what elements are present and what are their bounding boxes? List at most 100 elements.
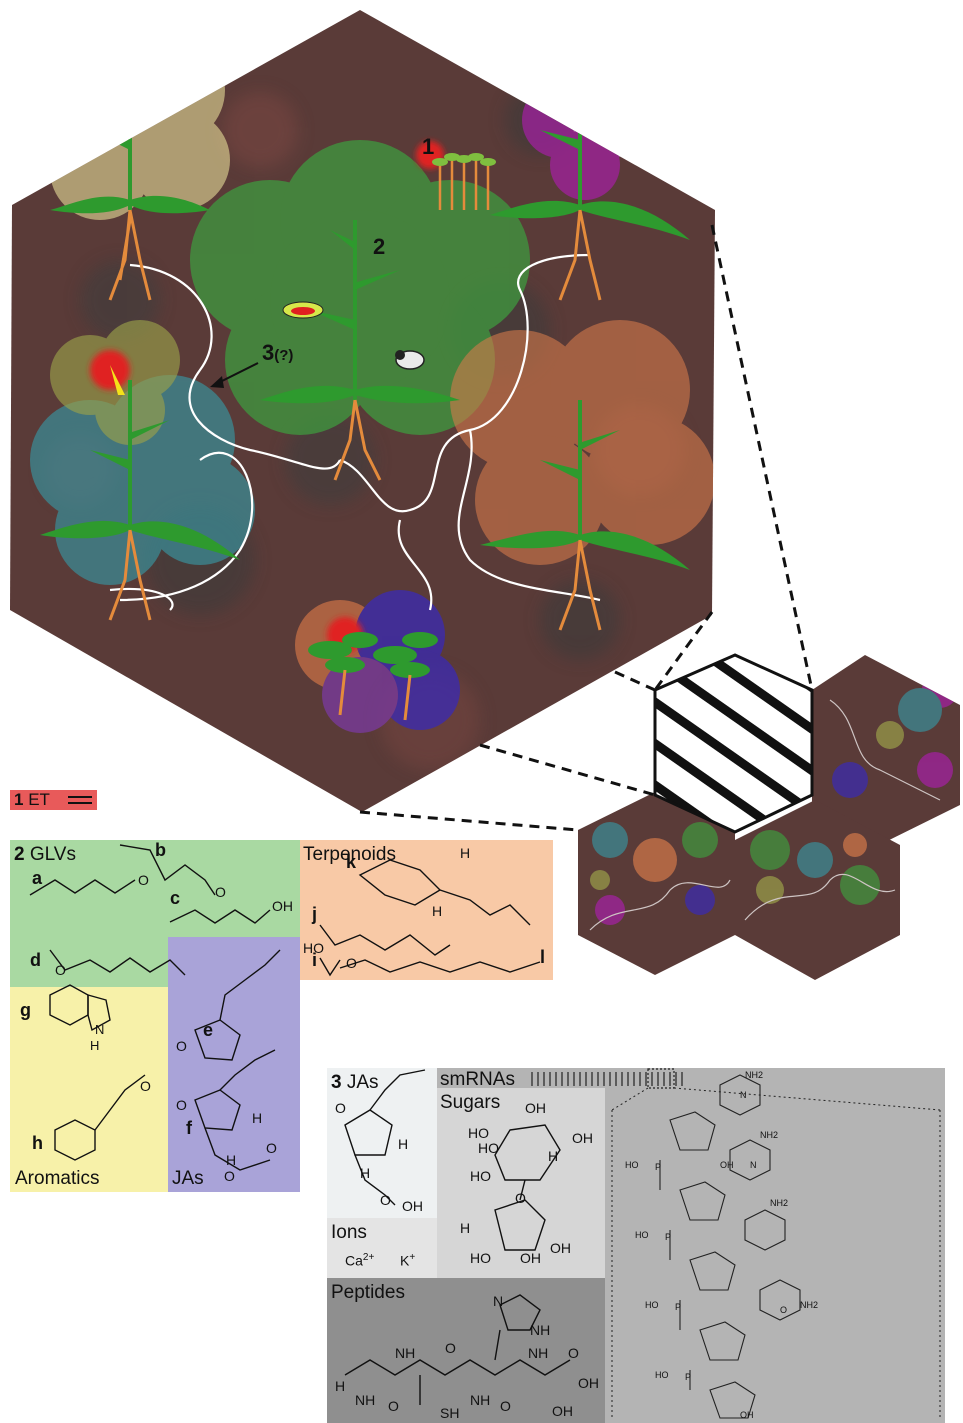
sugar-h-2: H — [460, 1220, 471, 1236]
landscape-hexagon-right — [735, 800, 900, 980]
rna-p-1: P — [655, 1162, 662, 1172]
hatched-hexagon — [653, 653, 814, 834]
rna-p-2: P — [665, 1232, 672, 1242]
pep-o-1: O — [445, 1340, 456, 1356]
glv-letter-a: a — [32, 868, 43, 888]
terpenoid-title: Terpenoids — [303, 844, 396, 865]
arom-h: H — [90, 1038, 100, 1053]
sugar-h: H — [548, 1148, 559, 1164]
plant-right — [480, 400, 690, 631]
ions-title: Ions — [331, 1222, 367, 1243]
aromatic-structures — [49, 984, 146, 1161]
sugar-ho-1: HO — [468, 1125, 489, 1141]
arom-letter-g: g — [20, 1000, 31, 1020]
jas-title: 3 JAs — [331, 1072, 379, 1093]
arom-letter-h: h — [32, 1133, 43, 1153]
glv-o-a: O — [138, 872, 149, 888]
rna-n-2: N — [750, 1160, 757, 1170]
glv-letter-b: b — [155, 840, 166, 860]
peptides-panel — [327, 1278, 605, 1423]
smrna-ticks — [531, 1068, 683, 1089]
rna-ho-3: HO — [645, 1300, 659, 1310]
terpenoid-structures — [319, 859, 541, 977]
pep-oh-1: OH — [578, 1375, 599, 1391]
rna-oh-1: OH — [720, 1160, 734, 1170]
jas-o-2: O — [380, 1192, 391, 1208]
pep-nh-1: NH — [530, 1322, 551, 1338]
glv-structures — [29, 844, 271, 976]
ions-panel — [327, 1218, 437, 1278]
rna-o-1: O — [780, 1305, 788, 1315]
glv-oh-c: OH — [272, 898, 293, 914]
mycorrhizal-network — [109, 253, 601, 611]
scene-label-1: 1 — [422, 134, 435, 159]
rna-ho-2: HO — [635, 1230, 649, 1240]
terp-o: O — [346, 955, 357, 971]
jas-left-o-1: O — [176, 1038, 187, 1054]
rna-nh2-3: NH2 — [770, 1198, 789, 1208]
rna-structure — [659, 1074, 801, 1419]
landscape-hexagon-left — [578, 792, 735, 975]
pep-n: N — [493, 1293, 504, 1309]
sugar-ho-4: HO — [470, 1250, 491, 1266]
seedling-group — [432, 153, 496, 210]
pep-nh-2: NH — [355, 1392, 376, 1408]
sugars-title: Sugars — [440, 1092, 501, 1113]
jas-left-o-4: O — [266, 1140, 277, 1156]
sugar-oh-3: OH — [520, 1250, 541, 1266]
zoom-connector-lines — [359, 224, 814, 832]
sugar-structure — [494, 1124, 561, 1251]
ion-calcium: Ca2+ — [345, 1252, 375, 1269]
scene-label-3: 3(?) — [262, 340, 294, 365]
yellow-volatile-cloud — [50, 35, 230, 220]
peptide-structure — [344, 1294, 571, 1405]
glv-o-d: O — [55, 962, 66, 978]
jas-letter-f: f — [186, 1118, 192, 1138]
legend-et — [10, 790, 97, 810]
rna-p-3: P — [675, 1302, 682, 1312]
pep-nh-3: NH — [395, 1345, 416, 1361]
rna-nh2-4: NH2 — [800, 1300, 819, 1310]
rna-p-4: P — [685, 1372, 692, 1382]
aromatics-title: Aromatics — [15, 1168, 100, 1189]
pep-h: H — [335, 1378, 346, 1394]
terpenoid-panel — [300, 840, 553, 980]
peptides-title: Peptides — [331, 1282, 405, 1303]
jas-oh: OH — [402, 1198, 423, 1214]
sugar-oh-4: OH — [550, 1240, 571, 1256]
sugars-panel — [437, 1088, 605, 1278]
ion-potassium: K+ — [400, 1252, 416, 1269]
jas-structure — [344, 1069, 426, 1206]
rna-zoom-lines — [611, 1087, 941, 1420]
jas-letter-e: e — [203, 1020, 214, 1040]
smrna-header — [437, 1068, 605, 1088]
interaction-arrow — [210, 362, 259, 388]
rna-ho-4: HO — [655, 1370, 669, 1380]
arom-n: N — [95, 1022, 105, 1037]
jas-left-h-2: H — [226, 1152, 237, 1168]
plant-left — [40, 365, 240, 621]
plant-center — [260, 220, 460, 481]
jas-panel-left — [168, 937, 300, 1192]
arom-o: O — [140, 1078, 151, 1094]
legend-et-text: 1 ET — [14, 790, 50, 809]
terp-h-1: H — [460, 845, 471, 861]
terp-letter-k: k — [346, 852, 357, 872]
rna-nh2-2: NH2 — [760, 1130, 779, 1140]
jas-h-1: H — [398, 1136, 409, 1152]
jas-left-h-1: H — [252, 1110, 263, 1126]
jas-left-structures — [194, 949, 281, 1171]
pep-nh-5: NH — [528, 1345, 549, 1361]
rna-n-1: N — [740, 1090, 747, 1100]
sugar-ho-3: HO — [478, 1140, 499, 1156]
rna-oh-2: OH — [740, 1410, 754, 1420]
jas-o: O — [335, 1100, 346, 1116]
glv-letter-c: c — [170, 888, 181, 908]
rna-nh2-1: NH2 — [745, 1070, 764, 1080]
sugar-o: O — [515, 1190, 526, 1206]
pep-o-4: O — [568, 1345, 579, 1361]
jas-left-o-2: O — [176, 1097, 187, 1113]
pep-sh: SH — [440, 1405, 460, 1421]
rosette-plants — [308, 632, 438, 721]
